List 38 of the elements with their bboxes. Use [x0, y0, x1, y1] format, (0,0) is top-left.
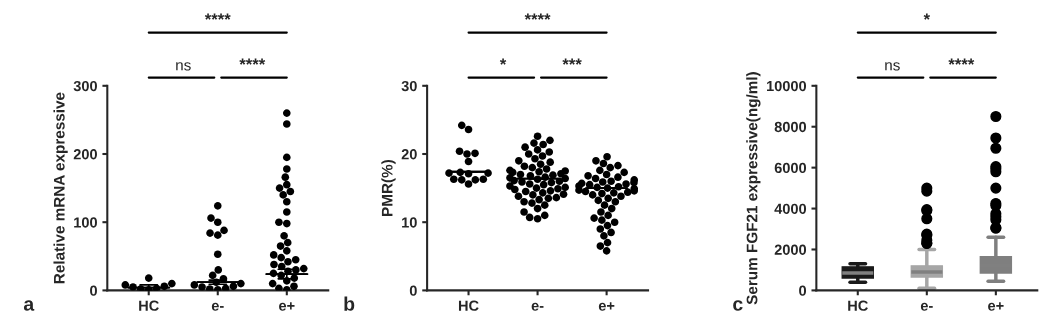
y-tick-label: 8000: [774, 121, 807, 133]
text: *: [923, 13, 931, 20]
text: b: [344, 296, 355, 311]
x-tick-label: HC: [139, 300, 159, 311]
text: ****: [948, 58, 975, 65]
y-tick-label: 6000: [774, 162, 807, 174]
text: ns: [885, 62, 900, 71]
x-tick-label: e+: [598, 302, 615, 311]
x-tick-label: HC: [848, 300, 868, 311]
text: ***: [562, 58, 582, 65]
y-tick-label: 0: [409, 285, 417, 296]
y-tick-label: 0: [90, 285, 97, 296]
text: ****: [239, 58, 266, 65]
text: ns: [176, 62, 191, 71]
y-axis-title: Serum FGF21 expressive(ng/ml): [746, 72, 761, 305]
text: a: [23, 300, 35, 311]
x-tick-label: e+: [279, 302, 295, 311]
x-tick-label: e-: [531, 302, 544, 311]
y-tick-label: 4000: [774, 203, 807, 214]
x-tick-label: e-: [211, 302, 224, 311]
y-tick-label: 300: [73, 80, 97, 92]
y-axis-title: PMR(%): [381, 160, 396, 216]
y-tick-label: 20: [401, 149, 417, 160]
y-tick-label: 200: [73, 149, 97, 160]
text: ****: [524, 13, 551, 20]
y-axis-title: Relative mRNA expressive: [53, 92, 68, 284]
text: ****: [204, 13, 231, 20]
text: c: [733, 300, 743, 311]
y-tick-label: 10000: [767, 80, 807, 92]
x-tick-label: HC: [458, 300, 479, 311]
y-tick-label: 100: [74, 217, 97, 228]
x-tick-label: e+: [988, 302, 1004, 311]
y-tick-label: 2000: [774, 244, 807, 255]
y-tick-label: 30: [401, 80, 417, 92]
y-tick-label: 0: [799, 285, 807, 296]
text: *: [499, 58, 507, 65]
x-tick-label: e-: [920, 302, 933, 311]
y-tick-label: 10: [402, 217, 417, 228]
